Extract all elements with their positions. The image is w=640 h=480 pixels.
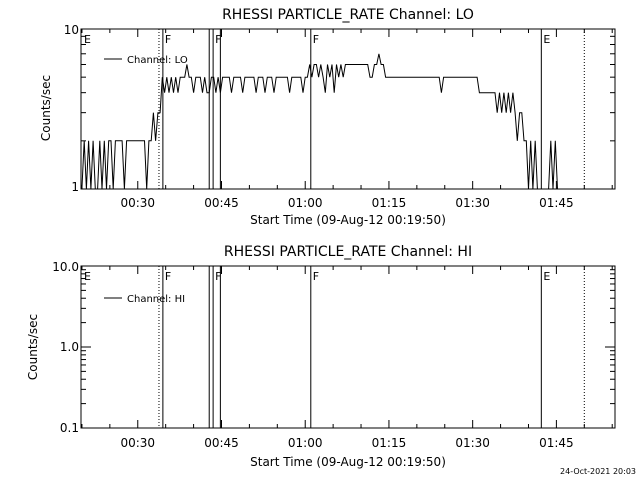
panel-hi: RHESSI PARTICLE_RATE Channel: HI Counts/… xyxy=(26,244,616,469)
x-tick-label: 01:00 xyxy=(288,196,323,210)
event-marker-label: F xyxy=(313,270,319,283)
event-marker-label: F xyxy=(313,33,319,46)
series-line xyxy=(81,53,558,190)
event-marker-label: F xyxy=(215,270,221,283)
x-axis-label-lo: Start Time (09-Aug-12 00:19:50) xyxy=(250,213,446,227)
y-tick-label: 10.0 xyxy=(52,260,79,274)
y-tick-label: 10 xyxy=(64,23,79,37)
x-tick-label: 00:30 xyxy=(120,196,155,210)
event-marker-label: E xyxy=(84,33,91,46)
y-tick-label: 0.1 xyxy=(60,421,79,435)
event-marker-label: F xyxy=(165,33,171,46)
x-tick-labels-lo: 00:30 00:45 01:00 01:15 01:30 01:45 xyxy=(120,196,573,210)
x-tick-labels-hi: 00:30 00:45 01:00 01:15 01:30 01:45 xyxy=(120,436,573,450)
x-tick-label: 01:45 xyxy=(539,436,574,450)
x-tick-label: 01:15 xyxy=(372,436,407,450)
event-marker-label: E xyxy=(84,270,91,283)
y-axis-label-lo: Counts/sec xyxy=(39,75,53,141)
x-tick-label: 00:45 xyxy=(204,436,239,450)
x-tick-label: 01:30 xyxy=(455,436,490,450)
x-tick-label: 01:15 xyxy=(372,196,407,210)
event-marker-label: E xyxy=(543,270,550,283)
event-marker-label: F xyxy=(215,33,221,46)
footer-timestamp: 24-Oct-2021 20:03 xyxy=(560,467,636,476)
event-marker-label: E xyxy=(543,33,550,46)
x-tick-label: 01:45 xyxy=(539,196,574,210)
plot-frame-hi xyxy=(80,265,616,429)
y-axis-label-hi: Counts/sec xyxy=(26,314,40,380)
y-tick-label: 1.0 xyxy=(60,340,79,354)
x-tick-label: 01:30 xyxy=(455,196,490,210)
x-tick-label: 00:30 xyxy=(120,436,155,450)
y-tick-label: 1 xyxy=(71,180,79,194)
legend-label-lo: Channel: LO xyxy=(127,55,188,66)
x-tick-label: 01:00 xyxy=(288,436,323,450)
chart-title-lo: RHESSI PARTICLE_RATE Channel: LO xyxy=(222,7,474,23)
panel-lo: RHESSI PARTICLE_RATE Channel: LO Counts/… xyxy=(39,7,616,227)
chart-title-hi: RHESSI PARTICLE_RATE Channel: HI xyxy=(224,244,472,260)
x-axis-label-hi: Start Time (09-Aug-12 00:19:50) xyxy=(250,455,446,469)
event-marker-label: F xyxy=(165,270,171,283)
x-tick-label: 00:45 xyxy=(204,196,239,210)
plot-frame-lo xyxy=(80,28,616,190)
legend-label-hi: Channel: HI xyxy=(127,294,185,305)
